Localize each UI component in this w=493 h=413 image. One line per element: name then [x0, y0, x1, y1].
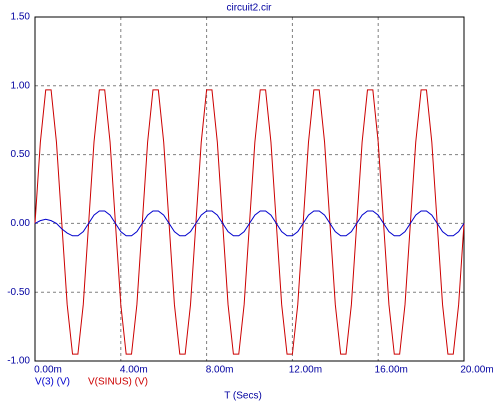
y-tick-label: 1.50: [11, 12, 31, 23]
x-tick-label: 4.00m: [120, 365, 148, 376]
chart-title: circuit2.cir: [226, 3, 272, 14]
y-tick-label: 1.00: [11, 80, 31, 91]
series-line: [34, 210, 465, 237]
y-tick-label: -0.50: [7, 287, 30, 298]
plot-border: [34, 16, 465, 362]
x-tick-label: 8.00m: [206, 365, 234, 376]
legend-entry: V(3) (V): [35, 377, 70, 388]
x-axis-label: T (Secs): [224, 391, 262, 402]
y-tick-label: 0.50: [11, 149, 31, 160]
x-tick-label: 20.00m: [460, 365, 493, 376]
y-tick-label: 0.00: [11, 218, 31, 229]
x-tick-label: 16.00m: [375, 365, 408, 376]
x-tick-label: 0.00m: [34, 365, 62, 376]
legend-entry: V(SINUS) (V): [88, 377, 148, 388]
y-tick-label: -1.00: [7, 356, 30, 367]
x-tick-label: 12.00m: [289, 365, 322, 376]
